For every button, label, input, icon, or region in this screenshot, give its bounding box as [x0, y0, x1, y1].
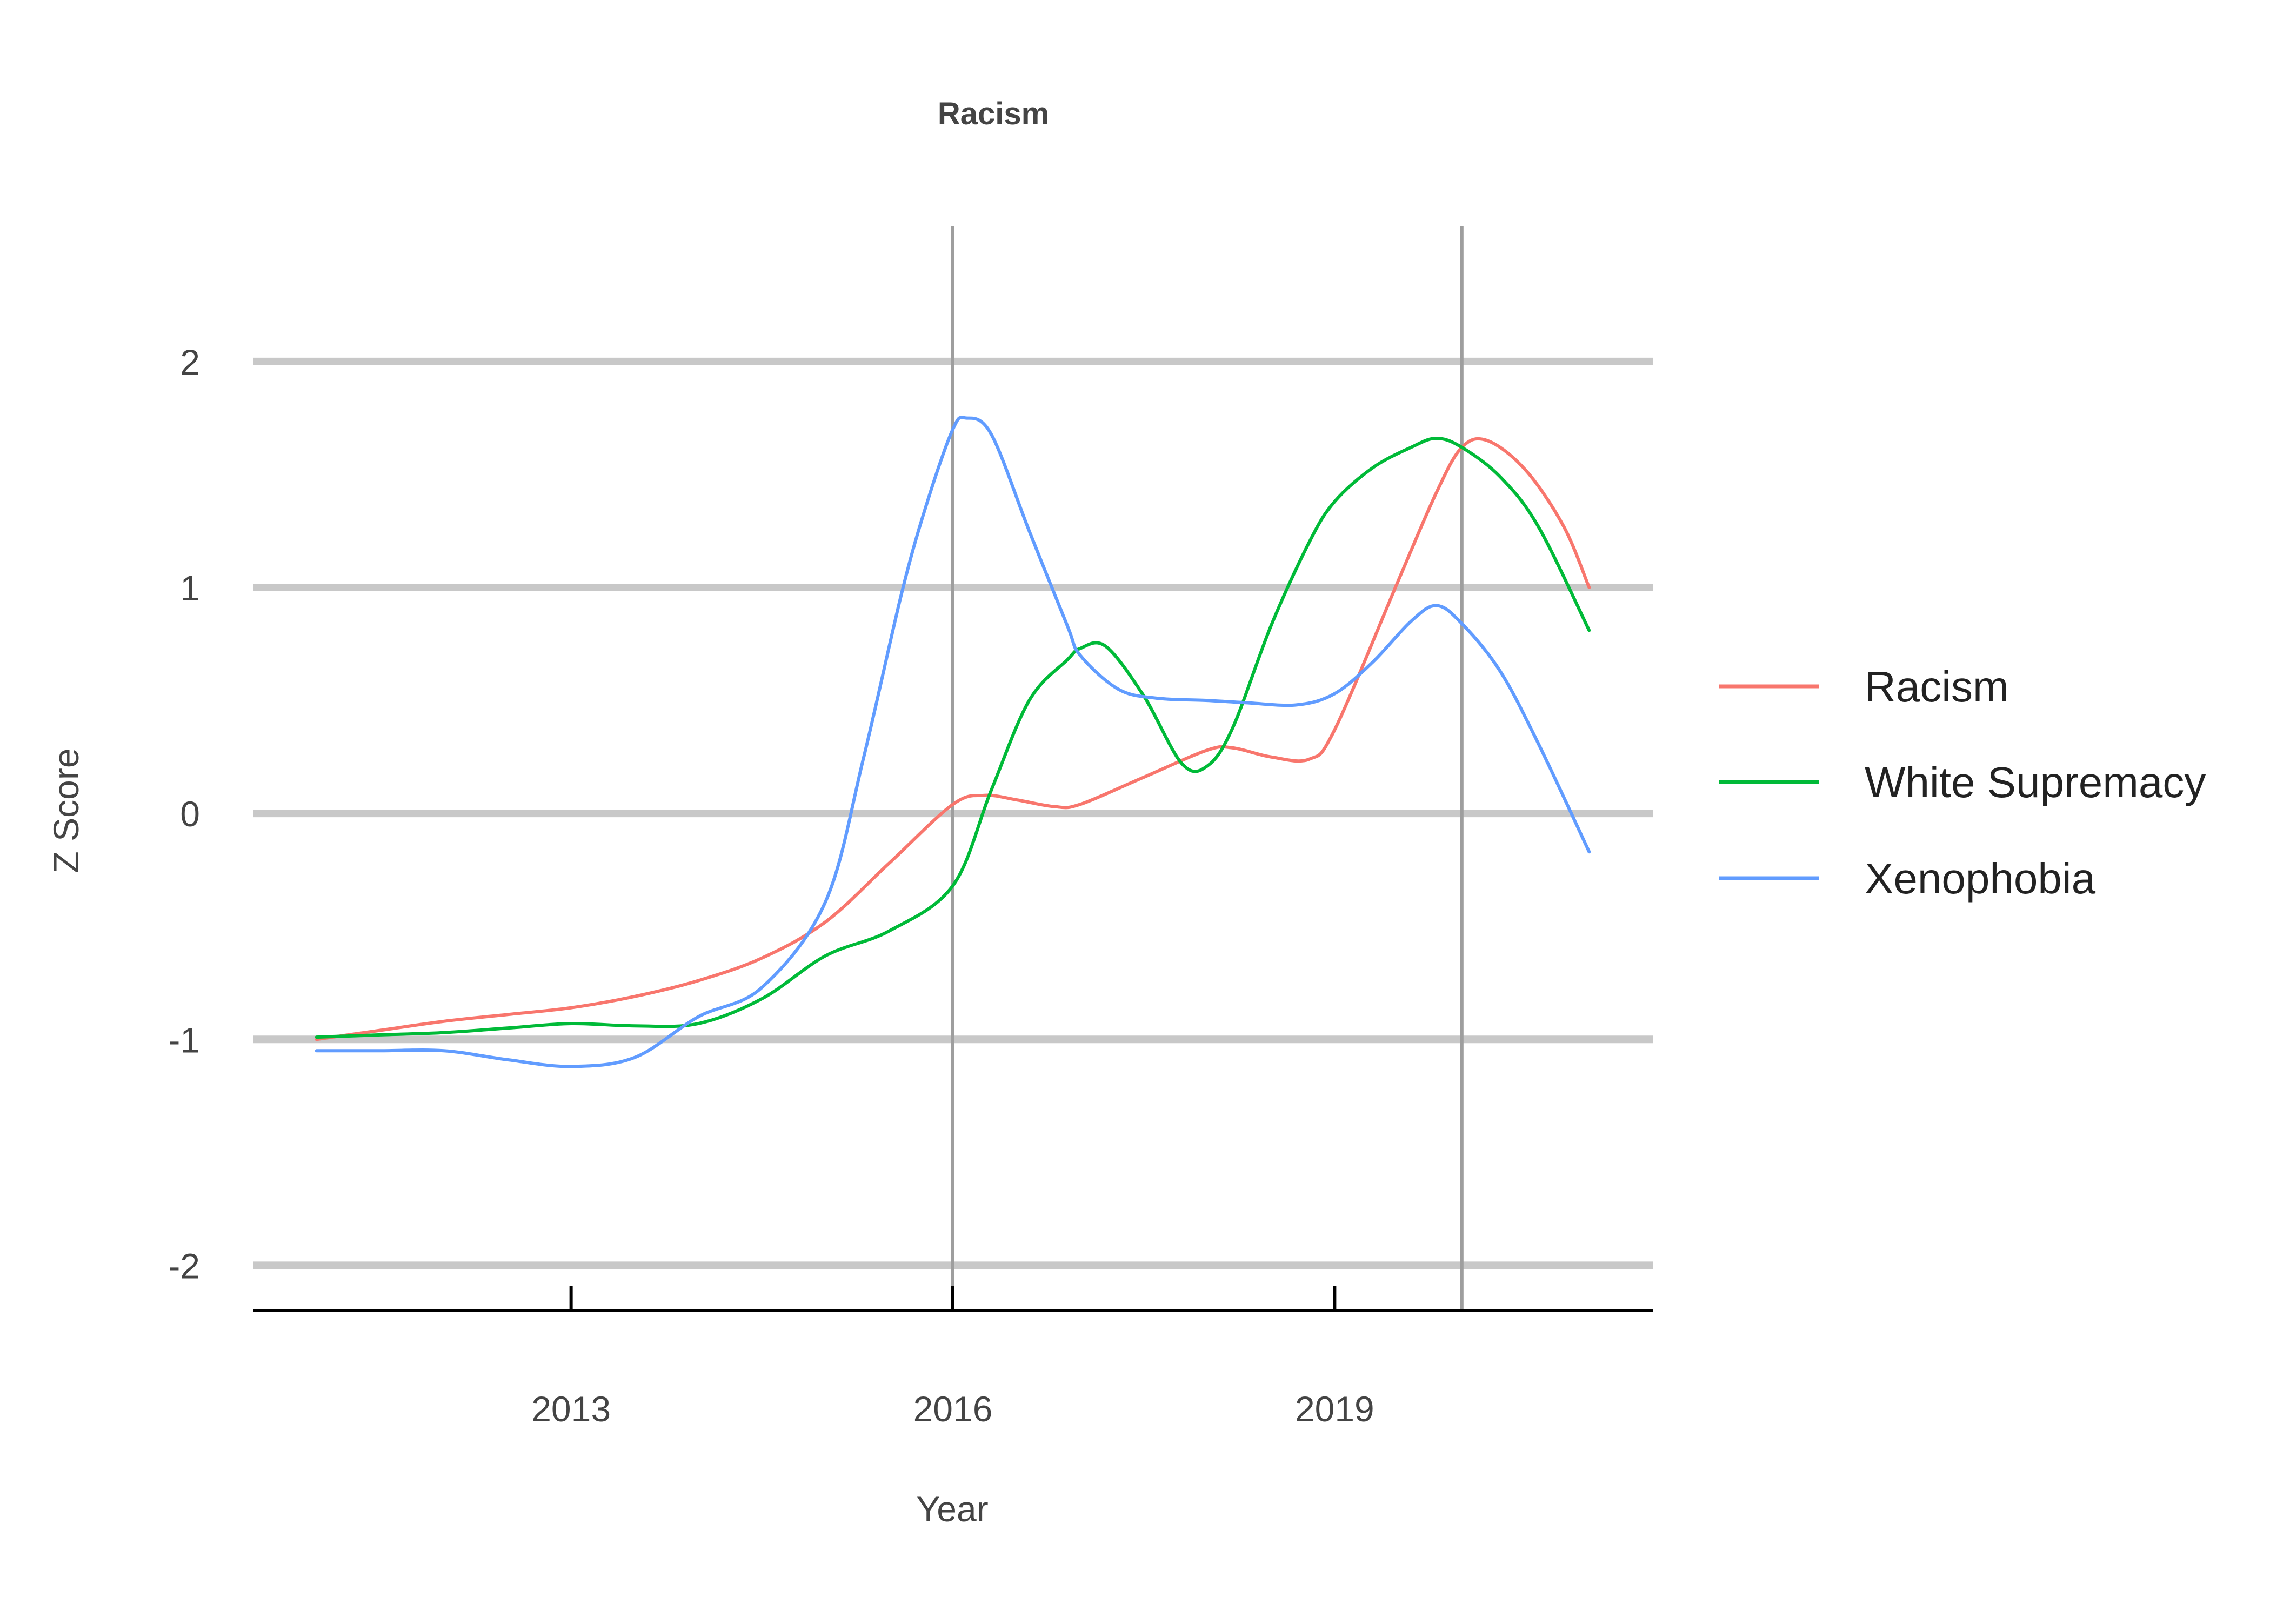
y-axis-tick-labels: -2 -1 0 1 2 — [168, 342, 200, 1286]
legend-label-white-supremacy: White Supremacy — [1865, 758, 2206, 806]
y-tick-label: 2 — [180, 342, 200, 382]
x-tick-label: 2019 — [1295, 1389, 1374, 1429]
x-tick-label: 2016 — [913, 1389, 993, 1429]
y-tick-label: -2 — [168, 1246, 200, 1286]
x-axis-title: Year — [916, 1489, 988, 1529]
legend: Racism White Supremacy Xenophobia — [1719, 663, 2206, 903]
chart-title: Racism — [938, 96, 1049, 131]
series-line-racism — [315, 437, 1591, 1041]
x-axis-tick-labels: 2013 2016 2019 — [531, 1389, 1374, 1429]
series-lines — [315, 416, 1591, 1068]
y-axis-title: Z Score — [46, 748, 86, 873]
y-tick-label: -1 — [168, 1020, 200, 1060]
legend-label-xenophobia: Xenophobia — [1865, 854, 2096, 903]
series-line-xenophobia — [315, 416, 1591, 1068]
y-tick-label: 1 — [180, 568, 200, 608]
series-line-white-supremacy — [315, 437, 1591, 1039]
y-tick-label: 0 — [180, 794, 200, 834]
x-tick-label: 2013 — [531, 1389, 611, 1429]
reference-lines — [951, 226, 1464, 1311]
legend-label-racism: Racism — [1865, 663, 2009, 711]
x-axis — [253, 1286, 1653, 1312]
